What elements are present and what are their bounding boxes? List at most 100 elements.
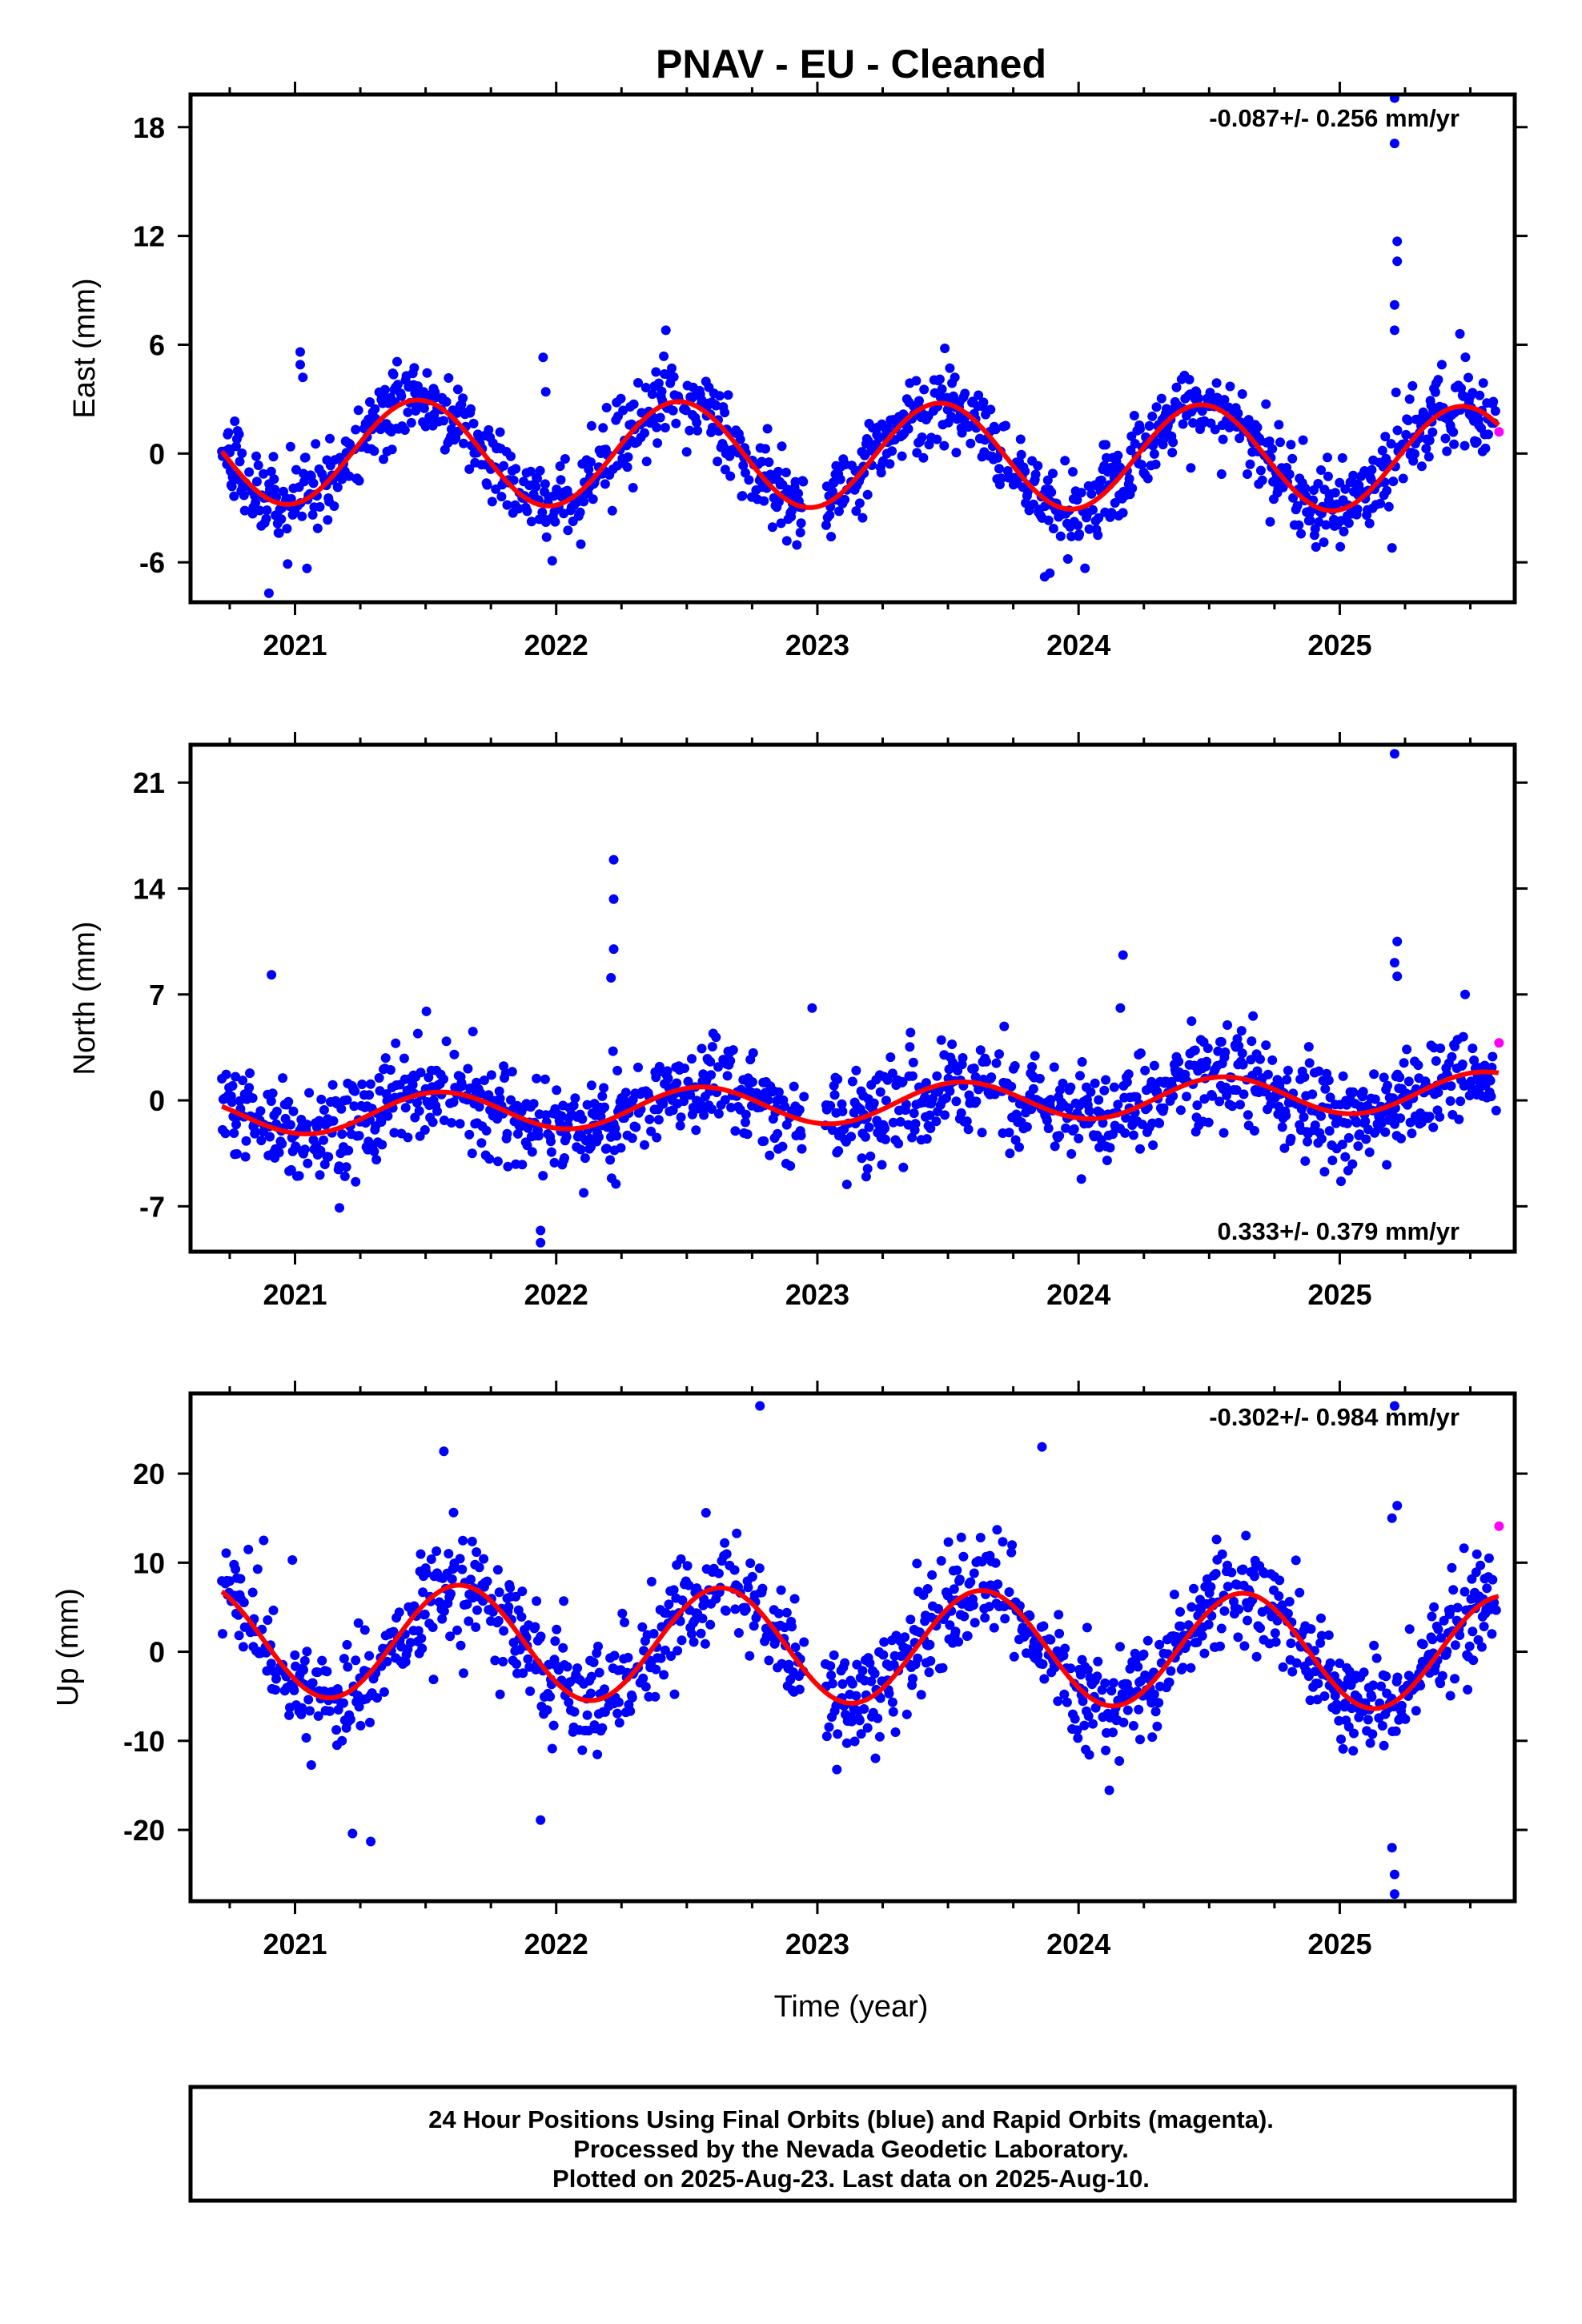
final-orbit-point bbox=[865, 1658, 875, 1668]
final-orbit-point bbox=[641, 456, 652, 467]
final-orbit-point bbox=[572, 1663, 583, 1673]
final-orbit-point bbox=[238, 1642, 248, 1652]
final-orbit-point bbox=[1222, 1090, 1232, 1100]
final-orbit-point bbox=[1379, 1072, 1389, 1083]
final-orbit-point bbox=[969, 1063, 979, 1073]
final-orbit-point bbox=[552, 485, 562, 495]
final-orbit-point bbox=[297, 1703, 307, 1713]
final-orbit-point bbox=[526, 466, 536, 476]
final-orbit-point bbox=[379, 454, 388, 464]
final-orbit-point bbox=[439, 1446, 449, 1457]
final-orbit-point bbox=[584, 464, 594, 475]
final-orbit-point bbox=[1476, 1642, 1487, 1652]
final-orbit-point bbox=[713, 1062, 723, 1072]
final-orbit-point bbox=[826, 1671, 837, 1680]
final-orbit-point bbox=[365, 1717, 375, 1727]
final-orbit-point bbox=[990, 1558, 1001, 1568]
final-orbit-point bbox=[672, 1078, 682, 1088]
final-orbit-point bbox=[851, 1691, 861, 1701]
final-orbit-point bbox=[1237, 1048, 1247, 1059]
final-orbit-point bbox=[542, 1705, 552, 1715]
final-orbit-point bbox=[359, 1625, 370, 1635]
final-orbit-point bbox=[259, 1535, 269, 1546]
final-orbit-point bbox=[1288, 493, 1299, 503]
final-orbit-point bbox=[1168, 437, 1178, 448]
final-orbit-point bbox=[1323, 471, 1333, 481]
final-orbit-point bbox=[481, 1125, 492, 1136]
final-orbit-point bbox=[960, 388, 970, 399]
final-orbit-point bbox=[796, 518, 806, 529]
final-orbit-point bbox=[1313, 479, 1323, 489]
final-orbit-point bbox=[1488, 396, 1499, 407]
final-orbit-point bbox=[419, 387, 428, 397]
final-orbit-point bbox=[409, 1601, 420, 1611]
final-orbit-point bbox=[490, 1655, 500, 1666]
final-orbit-point bbox=[1337, 452, 1347, 463]
final-orbit-point bbox=[857, 1666, 868, 1676]
final-orbit-point bbox=[1238, 1564, 1248, 1574]
final-orbit-point bbox=[617, 1608, 628, 1618]
final-orbit-point bbox=[1202, 1056, 1212, 1067]
final-orbit-point bbox=[1068, 467, 1078, 477]
final-orbit-point bbox=[821, 520, 831, 530]
final-orbit-point bbox=[261, 513, 271, 524]
final-orbit-point bbox=[887, 1068, 897, 1079]
final-orbit-point bbox=[1389, 1889, 1399, 1900]
final-orbit-point bbox=[790, 476, 801, 487]
final-orbit-point bbox=[601, 403, 612, 412]
final-orbit-point bbox=[1316, 1134, 1327, 1144]
final-orbit-point bbox=[1210, 424, 1220, 435]
final-orbit-point bbox=[640, 383, 651, 392]
final-orbit-point bbox=[725, 1055, 736, 1066]
final-orbit-point bbox=[1480, 443, 1491, 453]
final-orbit-point bbox=[446, 1118, 456, 1128]
final-orbit-point bbox=[1114, 1756, 1125, 1766]
final-orbit-point bbox=[1460, 989, 1470, 999]
final-orbit-point bbox=[1045, 568, 1055, 578]
final-orbit-point bbox=[1221, 1082, 1231, 1092]
final-orbit-point bbox=[692, 417, 702, 428]
final-orbit-point bbox=[1404, 394, 1415, 404]
final-orbit-point bbox=[392, 380, 403, 390]
final-orbit-point bbox=[1093, 530, 1103, 541]
final-orbit-point bbox=[1435, 1679, 1446, 1689]
final-orbit-point bbox=[1448, 1585, 1459, 1595]
final-orbit-point bbox=[1369, 1069, 1379, 1080]
final-orbit-point bbox=[1367, 1729, 1378, 1739]
final-orbit-point bbox=[1348, 1746, 1359, 1756]
final-orbit-point bbox=[1299, 1112, 1309, 1122]
final-orbit-point bbox=[1320, 1084, 1331, 1094]
final-orbit-point bbox=[1138, 1649, 1149, 1659]
final-orbit-point bbox=[1219, 395, 1230, 405]
final-orbit-point bbox=[1166, 1666, 1176, 1676]
final-orbit-point bbox=[934, 374, 945, 384]
final-orbit-point bbox=[416, 1633, 427, 1643]
final-orbit-point bbox=[1123, 1069, 1134, 1080]
final-orbit-point bbox=[374, 1073, 384, 1083]
final-orbit-point bbox=[854, 498, 865, 509]
final-orbit-point bbox=[1450, 1674, 1460, 1684]
final-orbit-point bbox=[536, 1237, 546, 1248]
final-orbit-point bbox=[479, 1554, 489, 1564]
final-orbit-point bbox=[711, 400, 721, 411]
final-orbit-point bbox=[1469, 1055, 1480, 1065]
final-orbit-point bbox=[1069, 1124, 1079, 1134]
final-orbit-point bbox=[700, 1638, 710, 1649]
final-orbit-point bbox=[1238, 1059, 1248, 1070]
final-orbit-point bbox=[723, 390, 733, 400]
final-orbit-point bbox=[409, 363, 420, 373]
y-tick-label: 7 bbox=[149, 979, 165, 1011]
final-orbit-point bbox=[468, 1027, 478, 1037]
final-orbit-point bbox=[1101, 1745, 1111, 1755]
final-orbit-point bbox=[1010, 1135, 1021, 1145]
final-orbit-point bbox=[610, 1124, 620, 1133]
final-orbit-point bbox=[1231, 1085, 1242, 1096]
final-orbit-point bbox=[653, 1115, 664, 1125]
final-orbit-point bbox=[952, 1565, 962, 1575]
final-orbit-point bbox=[535, 465, 545, 476]
final-orbit-point bbox=[445, 1631, 456, 1642]
final-orbit-point bbox=[327, 1080, 338, 1090]
final-orbit-point bbox=[476, 1138, 487, 1148]
final-orbit-point bbox=[531, 481, 541, 492]
final-orbit-point bbox=[1311, 542, 1321, 552]
